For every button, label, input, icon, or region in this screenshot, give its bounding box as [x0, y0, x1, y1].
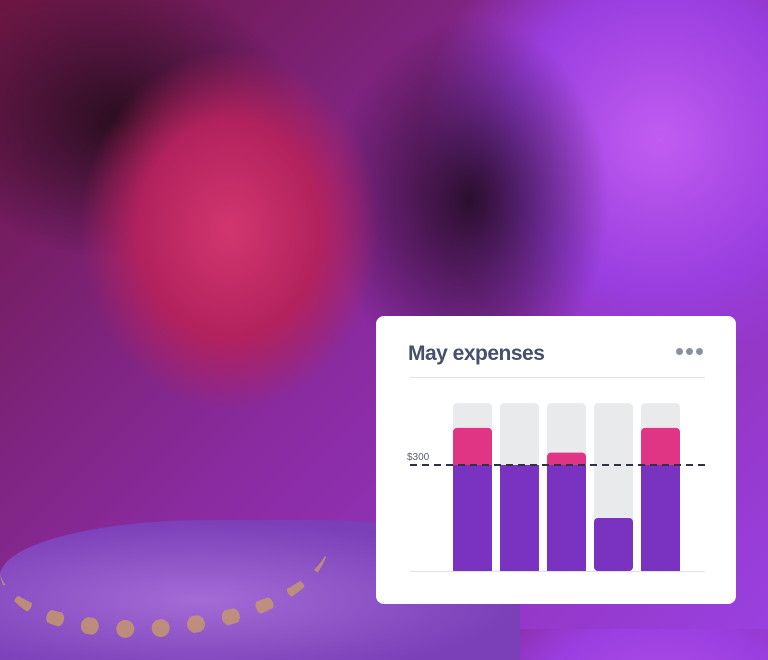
expenses-card: May expenses $300: [376, 316, 736, 604]
bar-within-budget-segment: [547, 465, 586, 571]
bar-within-budget-segment: [453, 465, 492, 571]
bar-over-budget-segment: [641, 427, 680, 471]
bar-within-budget-segment: [500, 465, 539, 571]
more-horizontal-icon[interactable]: [676, 348, 703, 355]
expenses-bar-chart: [410, 403, 705, 572]
reference-line-label: $300: [407, 452, 430, 463]
bar-within-budget-segment: [594, 518, 633, 571]
bar-within-budget-segment: [641, 465, 680, 571]
bar-over-budget-segment: [453, 427, 492, 471]
card-title: May expenses: [408, 342, 545, 365]
divider: [410, 377, 705, 378]
